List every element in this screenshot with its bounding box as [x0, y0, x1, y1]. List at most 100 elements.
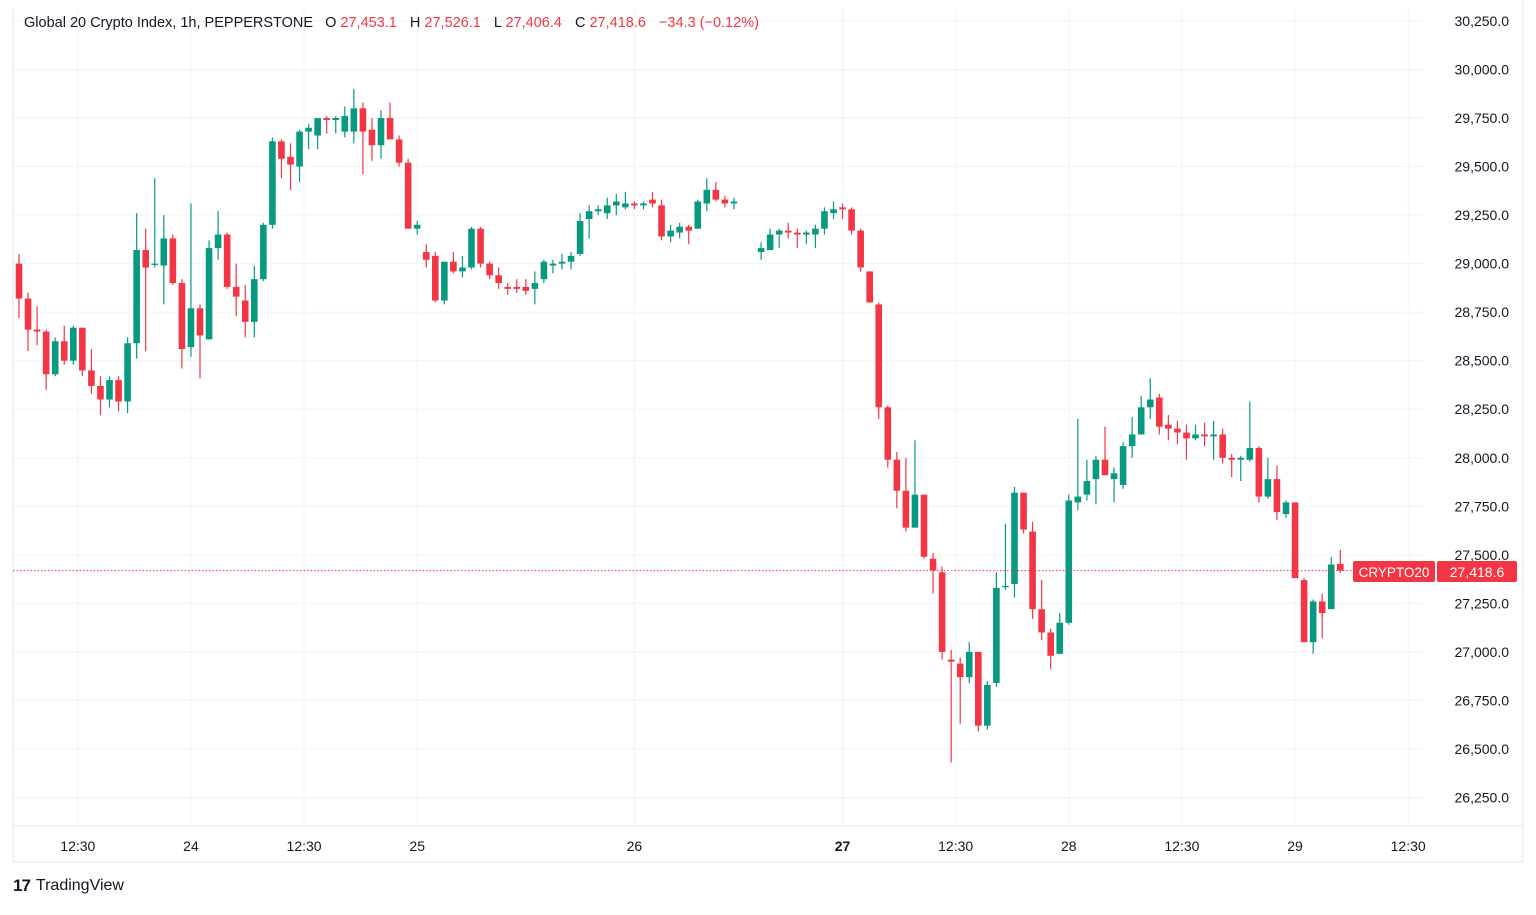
candle-body	[178, 283, 186, 350]
candle-up	[1192, 424, 1199, 441]
candle-body	[1002, 585, 1009, 588]
candle-down	[88, 349, 95, 394]
candle-down	[115, 376, 122, 412]
candle-down	[223, 232, 231, 289]
candle-down	[33, 306, 41, 346]
candle-down	[784, 222, 792, 239]
price-tick-label: 28,250.0	[1455, 401, 1510, 417]
candle-body	[169, 238, 177, 284]
candle-up	[622, 191, 629, 210]
candle-up	[667, 224, 674, 243]
candle-body	[558, 261, 566, 264]
candle-body	[1038, 609, 1045, 633]
candle-down	[142, 228, 149, 351]
candle-body	[1020, 492, 1027, 530]
candle-body	[97, 385, 104, 400]
low-label: L	[494, 15, 502, 31]
candle-body	[1065, 500, 1073, 623]
candle-body	[1156, 397, 1163, 427]
open-value: 27,453.1	[340, 15, 396, 31]
time-tick-label: 12:30	[1164, 838, 1199, 854]
price-tick-label: 30,000.0	[1455, 62, 1510, 78]
candle-down	[79, 327, 86, 377]
candle-body	[142, 250, 149, 268]
ticker-tag-label: CRYPTO20	[1359, 565, 1430, 580]
candle-body	[603, 205, 611, 214]
candle-body	[613, 201, 620, 206]
candle-down	[794, 228, 801, 249]
candle-up	[613, 193, 620, 216]
candle-up	[993, 572, 1000, 687]
candle-down	[323, 116, 330, 134]
candle-body	[1201, 434, 1208, 437]
price-tick-label: 29,250.0	[1455, 207, 1510, 223]
candle-up	[1282, 500, 1290, 518]
candle-body	[1273, 479, 1281, 513]
candle-body	[757, 248, 765, 252]
candle-down	[1300, 578, 1308, 643]
candle-up	[1237, 455, 1245, 482]
tradingview-branding[interactable]: 17 TradingView	[13, 876, 124, 896]
candle-body	[848, 209, 855, 231]
candle-up	[350, 88, 358, 144]
candle-body	[432, 255, 439, 301]
candle-body	[60, 341, 68, 361]
candle-body	[866, 271, 873, 303]
candle-up	[1011, 486, 1018, 598]
candle-up	[1137, 395, 1145, 435]
candle-down	[1101, 426, 1109, 476]
price-tick-label: 26,250.0	[1455, 790, 1510, 806]
tradingview-logo-icon: 17	[13, 876, 31, 895]
candle-up	[1056, 613, 1064, 654]
candle-body	[187, 308, 195, 348]
candle-body	[1291, 502, 1299, 579]
candle-down	[504, 283, 511, 295]
candle-body	[576, 220, 584, 254]
candle-up	[377, 110, 385, 159]
candle-up	[984, 681, 991, 730]
candle-down	[513, 279, 521, 293]
candle-down	[902, 457, 910, 532]
price-tick-label: 29,750.0	[1455, 110, 1510, 126]
candle-body	[676, 226, 683, 233]
candle-up	[1210, 420, 1217, 460]
candle-down	[60, 325, 68, 365]
candle-body	[269, 141, 276, 225]
candle-body	[893, 459, 901, 491]
candle-body	[812, 228, 819, 235]
candle-body	[1210, 434, 1217, 437]
candle-body	[79, 327, 86, 371]
candle-down	[196, 304, 204, 379]
grid	[13, 8, 1424, 826]
candle-down	[1291, 502, 1299, 579]
candle-up	[911, 440, 919, 528]
candle-body	[151, 263, 159, 265]
candle-body	[622, 203, 629, 208]
candle-down	[395, 135, 403, 167]
candle-down	[278, 139, 285, 179]
time-axis[interactable]: 12:30 24 12:30 25 26 27 12:30 28 12:30 29 12:30	[60, 838, 1426, 854]
candle-body	[685, 226, 692, 231]
candle-down	[495, 267, 502, 289]
candle-body	[395, 139, 403, 163]
time-tick-label: 12:30	[938, 838, 973, 854]
candle-up	[694, 199, 702, 229]
candle-up	[1327, 556, 1335, 610]
candle-body	[160, 238, 168, 266]
time-tick-label: 12:30	[60, 838, 95, 854]
candle-body	[232, 286, 240, 297]
candle-up	[251, 265, 258, 338]
candle-body	[1246, 448, 1254, 460]
candle-body	[350, 108, 358, 132]
candle-up	[640, 201, 647, 210]
price-tag: CRYPTO20 27,418.6	[1353, 561, 1517, 582]
price-axis[interactable]: 30,250.0 30,000.0 29,750.0 29,500.0 29,250.0…	[1455, 13, 1510, 806]
candle-down	[956, 657, 964, 724]
candle-body	[115, 380, 122, 402]
candle-body	[1309, 601, 1317, 643]
candle-down	[42, 329, 50, 390]
candle-body	[504, 286, 511, 289]
candle-down	[938, 566, 946, 660]
